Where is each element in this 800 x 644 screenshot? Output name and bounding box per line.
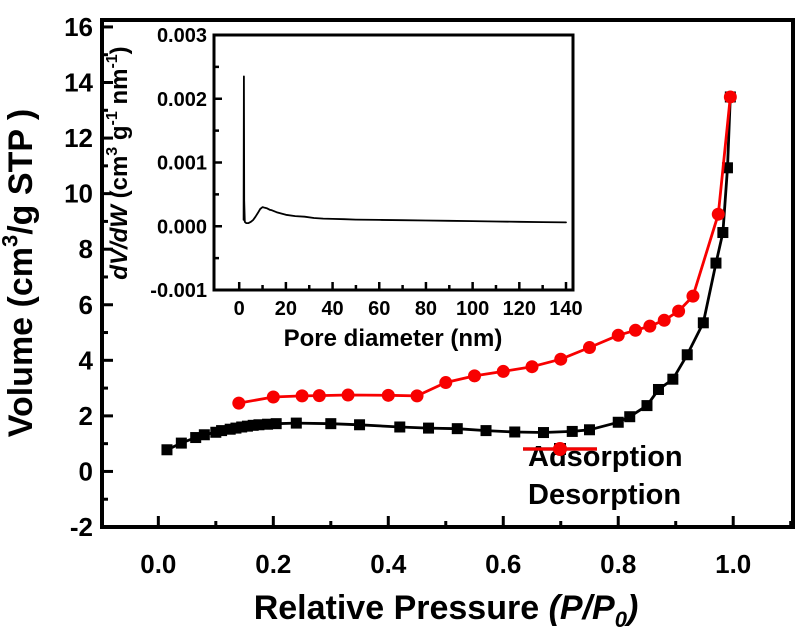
inset-xtick-label: 60 xyxy=(368,298,390,320)
legend: Adsorption Desorption xyxy=(521,438,683,514)
main-y-axis-label: Volume (cm3/g STP ) xyxy=(0,109,40,437)
main-ytick-label: 2 xyxy=(79,401,93,431)
inset-x-axis-label: Pore diameter (nm) xyxy=(284,325,503,352)
legend-label-desorption: Desorption xyxy=(528,478,682,511)
main-tick-labels: 0.0 0.2 0.4 0.6 0.8 1.0 -2 0 2 4 6 8 10 12 14 16 xyxy=(64,12,751,579)
inset-ytick-label: 0.000 xyxy=(157,216,207,238)
inset-y-axis-label: dV/dW (cm3 g-1 nm-1) xyxy=(104,46,133,279)
main-ytick-label: 6 xyxy=(79,290,93,320)
legend-row-desorption: Desorption xyxy=(521,442,683,514)
main-ytick-label: 4 xyxy=(79,345,94,375)
inset-xtick-label: 100 xyxy=(456,298,489,320)
main-ytick-label: 0 xyxy=(79,456,93,486)
inset-xtick-label: 0 xyxy=(234,298,245,320)
inset-xtick-label: 120 xyxy=(503,298,536,320)
inset-xtick-label: 80 xyxy=(415,298,437,320)
main-ytick-label: -2 xyxy=(70,512,93,542)
inset-ytick-label: 0.002 xyxy=(157,89,207,111)
main-ticks xyxy=(102,25,793,529)
inset-xtick-label: 40 xyxy=(321,298,343,320)
main-ytick-label: 14 xyxy=(64,68,93,98)
inset-xtick-label: 140 xyxy=(549,298,582,320)
series-dv-dw xyxy=(242,75,567,225)
main-xtick-label: 0.6 xyxy=(485,549,521,579)
legend-sample-desorption xyxy=(523,442,597,456)
main-ytick-label: 10 xyxy=(64,179,93,209)
series-desorption xyxy=(232,90,737,410)
main-ytick-label: 16 xyxy=(64,12,93,42)
inset-frame xyxy=(212,33,575,292)
inset-tick-labels: 0 20 40 60 80 100 120 140 -0.001 0.000 0.001 0.002 0… xyxy=(150,25,582,320)
inset-chart: 0 20 40 60 80 100 120 140 -0.001 0.000 0.001 0.002 0… xyxy=(104,25,583,352)
main-xtick-label: 0.0 xyxy=(140,549,176,579)
main-ytick-label: 12 xyxy=(64,123,93,153)
inset-ytick-label: -0.001 xyxy=(150,280,207,302)
series-adsorption xyxy=(161,91,736,456)
main-xtick-label: 0.4 xyxy=(370,549,407,579)
main-xtick-label: 0.8 xyxy=(600,549,636,579)
main-ytick-label: 8 xyxy=(79,234,93,264)
main-xtick-label: 0.2 xyxy=(255,549,291,579)
inset-ytick-label: 0.003 xyxy=(157,25,207,47)
inset-ytick-label: 0.001 xyxy=(157,153,207,175)
inset-ticks xyxy=(214,33,568,292)
main-x-axis-label: Relative Pressure (P/P0) xyxy=(254,589,639,632)
main-xtick-label: 1.0 xyxy=(715,549,751,579)
inset-xtick-label: 20 xyxy=(275,298,297,320)
